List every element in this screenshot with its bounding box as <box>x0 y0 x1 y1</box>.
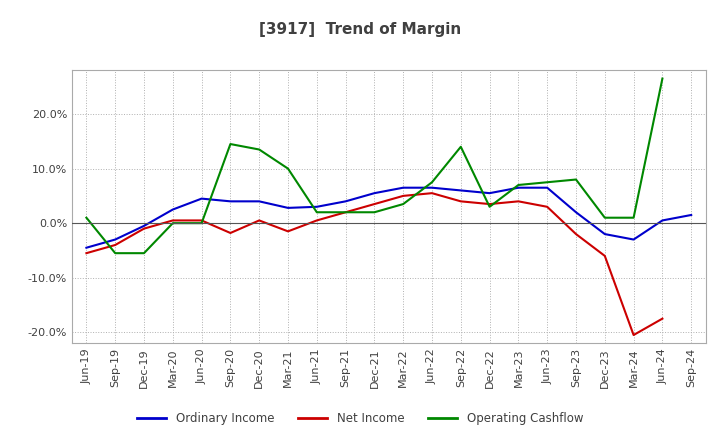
Ordinary Income <box>370 191 379 196</box>
Net Income <box>82 250 91 256</box>
Line: Operating Cashflow: Operating Cashflow <box>86 79 662 253</box>
Ordinary Income <box>341 199 350 204</box>
Ordinary Income <box>428 185 436 191</box>
Ordinary Income <box>168 207 177 212</box>
Ordinary Income <box>572 209 580 215</box>
Ordinary Income <box>543 185 552 191</box>
Operating Cashflow <box>226 141 235 147</box>
Net Income <box>255 218 264 223</box>
Operating Cashflow <box>399 202 408 207</box>
Ordinary Income <box>399 185 408 191</box>
Operating Cashflow <box>140 250 148 256</box>
Operating Cashflow <box>658 76 667 81</box>
Operating Cashflow <box>341 209 350 215</box>
Operating Cashflow <box>312 209 321 215</box>
Ordinary Income <box>456 188 465 193</box>
Net Income <box>197 218 206 223</box>
Net Income <box>341 209 350 215</box>
Net Income <box>600 253 609 259</box>
Net Income <box>168 218 177 223</box>
Operating Cashflow <box>168 220 177 226</box>
Net Income <box>312 218 321 223</box>
Ordinary Income <box>197 196 206 201</box>
Ordinary Income <box>514 185 523 191</box>
Net Income <box>140 226 148 231</box>
Net Income <box>514 199 523 204</box>
Net Income <box>485 202 494 207</box>
Ordinary Income <box>658 218 667 223</box>
Legend: Ordinary Income, Net Income, Operating Cashflow: Ordinary Income, Net Income, Operating C… <box>132 407 588 430</box>
Ordinary Income <box>485 191 494 196</box>
Ordinary Income <box>600 231 609 237</box>
Ordinary Income <box>687 213 696 218</box>
Line: Net Income: Net Income <box>86 193 662 335</box>
Ordinary Income <box>140 223 148 228</box>
Operating Cashflow <box>111 250 120 256</box>
Ordinary Income <box>82 245 91 250</box>
Net Income <box>658 316 667 321</box>
Ordinary Income <box>629 237 638 242</box>
Line: Ordinary Income: Ordinary Income <box>86 188 691 248</box>
Operating Cashflow <box>370 209 379 215</box>
Ordinary Income <box>312 204 321 209</box>
Net Income <box>111 242 120 248</box>
Ordinary Income <box>284 205 292 210</box>
Operating Cashflow <box>543 180 552 185</box>
Ordinary Income <box>255 199 264 204</box>
Ordinary Income <box>226 199 235 204</box>
Text: [3917]  Trend of Margin: [3917] Trend of Margin <box>259 22 461 37</box>
Net Income <box>428 191 436 196</box>
Operating Cashflow <box>600 215 609 220</box>
Operating Cashflow <box>428 180 436 185</box>
Net Income <box>543 204 552 209</box>
Net Income <box>284 229 292 234</box>
Net Income <box>370 202 379 207</box>
Net Income <box>399 193 408 198</box>
Operating Cashflow <box>514 182 523 187</box>
Operating Cashflow <box>485 204 494 209</box>
Operating Cashflow <box>284 166 292 171</box>
Net Income <box>629 332 638 337</box>
Operating Cashflow <box>82 215 91 220</box>
Net Income <box>456 199 465 204</box>
Operating Cashflow <box>255 147 264 152</box>
Operating Cashflow <box>572 177 580 182</box>
Ordinary Income <box>111 237 120 242</box>
Net Income <box>572 231 580 237</box>
Operating Cashflow <box>629 215 638 220</box>
Net Income <box>226 231 235 236</box>
Operating Cashflow <box>456 144 465 150</box>
Operating Cashflow <box>197 220 206 226</box>
